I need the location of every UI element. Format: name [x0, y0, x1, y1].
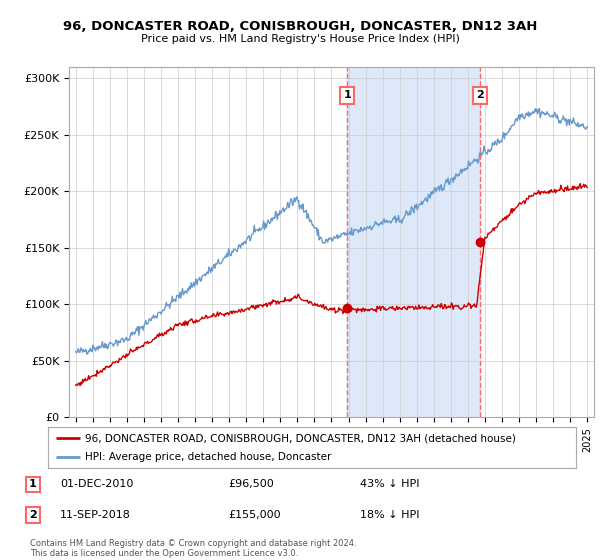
Text: 1: 1 — [343, 90, 351, 100]
Text: 11-SEP-2018: 11-SEP-2018 — [60, 510, 131, 520]
Text: 1: 1 — [29, 479, 37, 489]
Text: 96, DONCASTER ROAD, CONISBROUGH, DONCASTER, DN12 3AH: 96, DONCASTER ROAD, CONISBROUGH, DONCAST… — [63, 20, 537, 32]
Text: £155,000: £155,000 — [228, 510, 281, 520]
Text: Price paid vs. HM Land Registry's House Price Index (HPI): Price paid vs. HM Land Registry's House … — [140, 34, 460, 44]
Text: 01-DEC-2010: 01-DEC-2010 — [60, 479, 133, 489]
Text: £96,500: £96,500 — [228, 479, 274, 489]
Bar — [347, 67, 480, 417]
Text: HPI: Average price, detached house, Doncaster: HPI: Average price, detached house, Donc… — [85, 452, 331, 461]
Text: Contains HM Land Registry data © Crown copyright and database right 2024.
This d: Contains HM Land Registry data © Crown c… — [30, 539, 356, 558]
Text: 2: 2 — [29, 510, 37, 520]
Text: 43% ↓ HPI: 43% ↓ HPI — [360, 479, 419, 489]
Text: 2: 2 — [476, 90, 484, 100]
Text: 18% ↓ HPI: 18% ↓ HPI — [360, 510, 419, 520]
Text: 96, DONCASTER ROAD, CONISBROUGH, DONCASTER, DN12 3AH (detached house): 96, DONCASTER ROAD, CONISBROUGH, DONCAST… — [85, 433, 516, 443]
